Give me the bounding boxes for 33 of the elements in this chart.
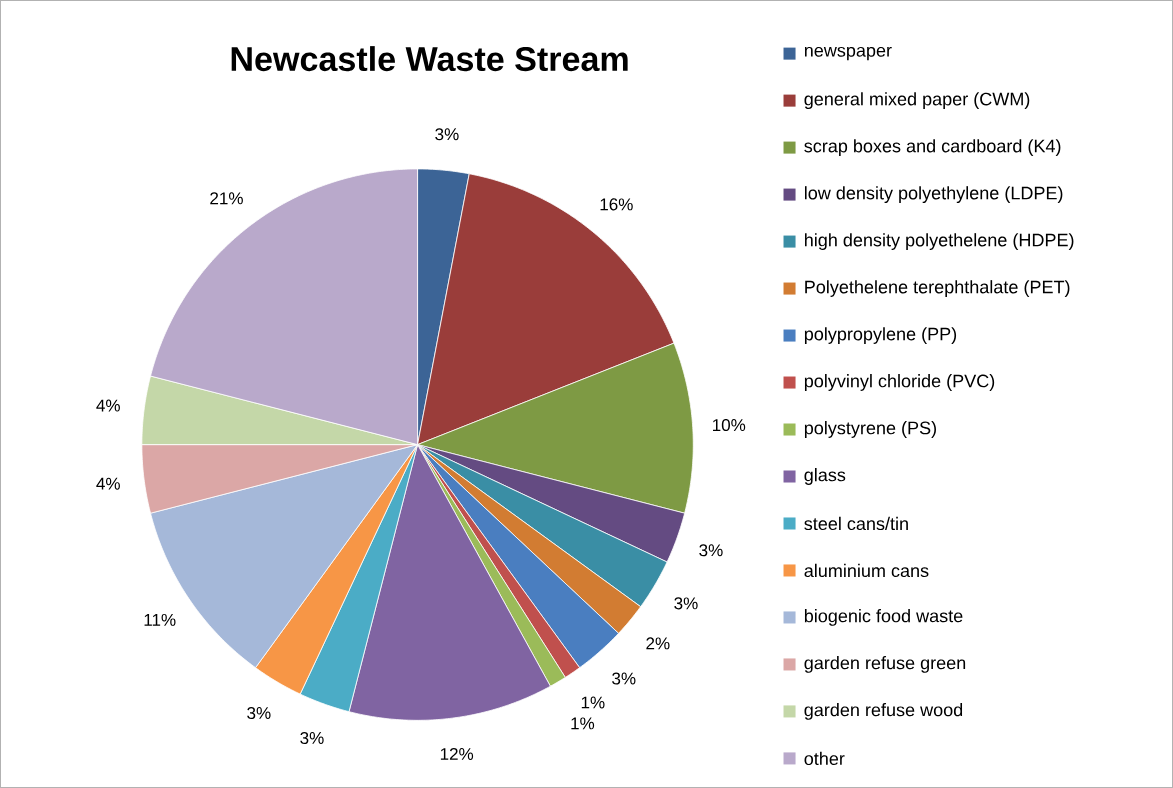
legend-label: glass [804,468,846,485]
legend-label: polystyrene (PS) [804,421,936,438]
legend-label: low density polyethylene (LDPE) [804,186,1063,203]
data-label: 3% [247,706,271,720]
data-label: 21% [210,192,243,205]
legend-label: scrap boxes and cardboard (K4) [804,139,1061,156]
data-label: 3% [300,731,324,745]
data-label: 10% [713,419,746,432]
legend-label: high density polyethelene (HDPE) [805,233,1074,250]
data-label: 1% [571,717,595,730]
legend-label: garden refuse green [804,656,966,673]
data-label: 2% [646,637,670,650]
legend-label: steel cans/tin [804,516,908,531]
legend-label: other [804,751,845,766]
data-label: 3% [699,544,723,557]
legend-label: newspaper [804,46,892,61]
data-label: 1% [581,696,605,709]
legend-label: biogenic food waste [804,609,963,626]
chart-title: Newcastle Waste Stream [231,46,628,72]
data-label: 3% [612,672,636,685]
legend-label: general mixed paper (CWM) [804,92,1030,110]
data-label: 4% [96,477,120,490]
legend-label: Polyethelene terephthalate (PET) [805,280,1070,297]
data-label: 16% [600,198,633,211]
legend-label: polypropylene (PP) [804,327,957,344]
legend-label: aluminium cans [804,563,929,578]
data-label: 11% [144,613,176,626]
data-label: 3% [435,128,459,141]
legend-label: garden refuse wood [804,703,963,720]
legend-label: polyvinyl chloride (PVC) [804,374,995,391]
data-label: 3% [674,597,698,610]
data-label: 12% [440,747,474,760]
data-label: 4% [96,399,120,412]
